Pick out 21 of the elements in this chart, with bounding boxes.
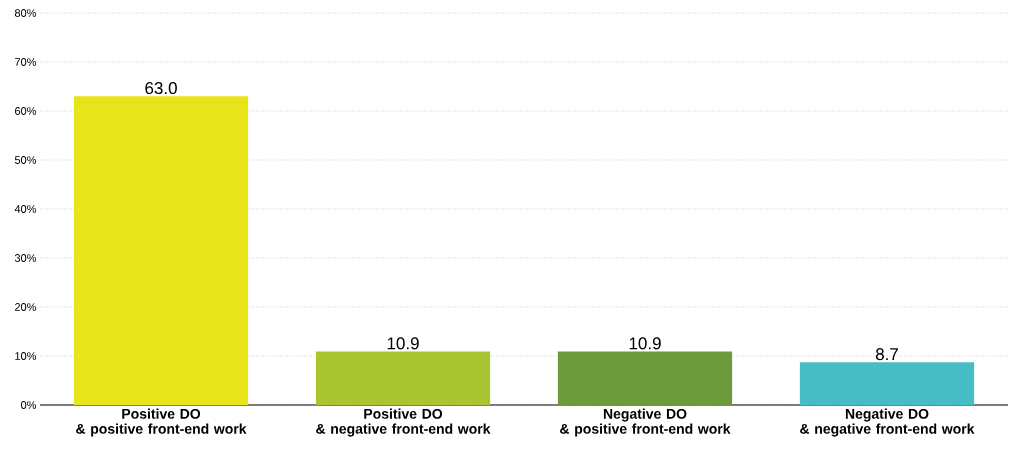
- bar: [799, 362, 975, 405]
- x-tick-label: Positive DO & negative front-end work: [316, 408, 491, 437]
- y-tick-label: 40%: [14, 205, 37, 213]
- data-label: 8.7: [875, 348, 898, 361]
- y-tick-label: 20%: [15, 303, 37, 311]
- data-label: 63.0: [145, 82, 177, 95]
- y-tick-label: 80%: [14, 9, 37, 17]
- data-label: 10.9: [387, 337, 419, 350]
- y-tick-label: 50%: [14, 156, 37, 164]
- bar: [557, 351, 733, 405]
- y-tick-label: 10%: [15, 352, 37, 360]
- y-tick-label: 70%: [15, 58, 37, 66]
- bar: [315, 351, 491, 405]
- bar: [73, 96, 249, 405]
- y-tick-label: 60%: [15, 107, 37, 115]
- x-tick-label: Negative DO & positive front-end work: [560, 408, 731, 437]
- x-tick-label: Negative DO & negative front-end work: [800, 408, 975, 437]
- data-label: 10.9: [629, 337, 661, 350]
- x-tick-label: Positive DO & positive front-end work: [76, 408, 247, 437]
- y-tick-label: 0%: [21, 401, 37, 409]
- y-tick-label: 30%: [14, 254, 37, 262]
